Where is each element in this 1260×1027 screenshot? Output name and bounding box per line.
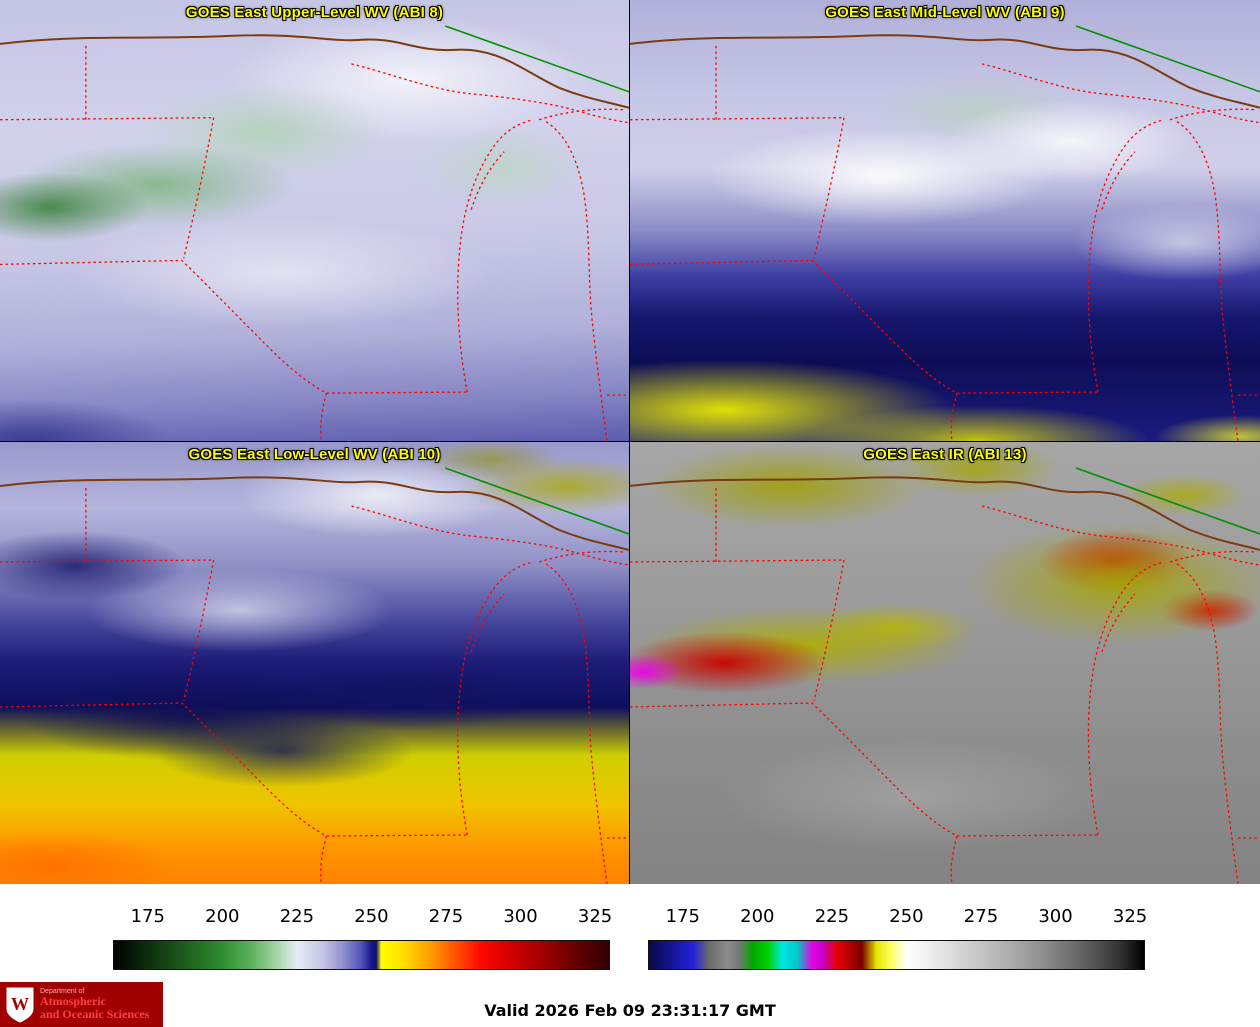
panel-mid-level-wv: GOES East Mid-Level WV (ABI 9)	[630, 0, 1260, 442]
colorbar-tick-label: 175	[130, 906, 165, 927]
logo-name-line2: and Oceanic Sciences	[40, 1007, 150, 1022]
colorbar-tick-label: 275	[963, 906, 999, 927]
logo-dept-line: Department of	[40, 987, 85, 995]
colorbar-legend-row: 175 200 225 250 275 300 325 175 200 225 …	[0, 884, 1260, 982]
map-boundaries-overlay	[0, 467, 629, 884]
panel-title: GOES East Low-Level WV (ABI 10)	[188, 446, 441, 463]
panel-ir: GOES East IR (ABI 13)	[630, 442, 1260, 884]
colorbar-tick-label: 250	[889, 906, 924, 927]
colorbar-tick-label: 225	[814, 906, 850, 927]
wv-colorbar-gradient	[113, 940, 610, 970]
logo-text: Department of Atmospheric and Oceanic Sc…	[40, 988, 149, 1021]
map-boundaries-overlay	[630, 24, 1260, 441]
panel-low-level-wv: GOES East Low-Level WV (ABI 10)	[0, 442, 630, 884]
map-boundaries-overlay	[0, 24, 629, 441]
panel-title: GOES East Mid-Level WV (ABI 9)	[825, 4, 1065, 21]
logo-name-line1: Atmospheric	[40, 994, 106, 1009]
colorbar-tick-label: 200	[205, 906, 240, 927]
ir-colorbar: 175 200 225 250 275 300 325	[648, 884, 1148, 982]
uw-crest-icon: W	[6, 987, 34, 1023]
crest-letter: W	[11, 994, 29, 1014]
wv-colorbar: 175 200 225 250 275 300 325	[113, 884, 613, 982]
map-boundaries-overlay	[630, 467, 1260, 884]
panel-upper-level-wv: GOES East Upper-Level WV (ABI 8)	[0, 0, 630, 442]
satellite-quad-panel: GOES East Upper-Level WV (ABI 8) GOES Ea…	[0, 0, 1260, 884]
colorbar-tick-label: 275	[428, 906, 464, 927]
colorbar-tick-label: 250	[354, 906, 389, 927]
colorbar-tick-label: 175	[665, 906, 700, 927]
panel-title: GOES East IR (ABI 13)	[863, 446, 1027, 463]
colorbar-tick-label: 325	[577, 906, 613, 927]
colorbar-tick-label: 225	[279, 906, 315, 927]
ir-colorbar-gradient	[648, 940, 1145, 970]
ir-colorbar-ticks: 175 200 225 250 275 300 325	[648, 906, 1148, 930]
valid-time-label: Valid 2026 Feb 09 23:31:17 GMT	[484, 1001, 776, 1020]
aos-department-logo: W Department of Atmospheric and Oceanic …	[0, 982, 163, 1027]
colorbar-tick-label: 325	[1112, 906, 1148, 927]
colorbar-tick-label: 300	[1038, 906, 1073, 927]
panel-title: GOES East Upper-Level WV (ABI 8)	[185, 4, 444, 21]
wv-colorbar-ticks: 175 200 225 250 275 300 325	[113, 906, 613, 930]
colorbar-tick-label: 300	[503, 906, 538, 927]
colorbar-tick-label: 200	[740, 906, 775, 927]
